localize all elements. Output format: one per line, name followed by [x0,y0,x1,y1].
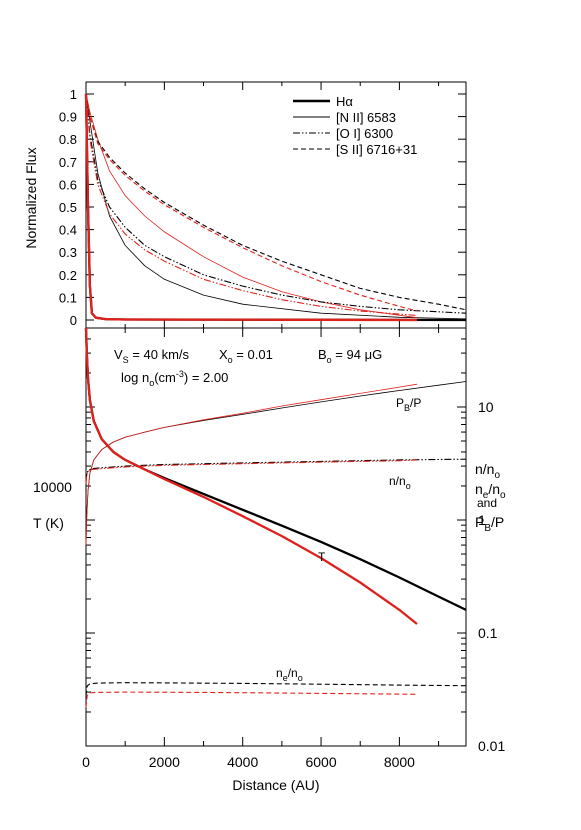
right-y-tick-label: 1 [478,512,486,528]
profile-curve-n-no-black [85,458,467,482]
flux-curve-n-ii-6583-black [85,93,467,320]
right-label-line4: PB/P [475,514,504,534]
bottom-panel-ticks [86,327,466,747]
flux-curve-h-red [84,93,418,322]
flux-curve-o-i-6300-red [85,93,418,317]
annotation-vs: VS = 40 km/s [114,347,190,365]
legend-label-nii: [N II] 6583 [336,110,396,125]
right-y-tick-label: 0.01 [478,738,505,754]
flux-curve-o-i-6300-black [85,93,467,314]
legend-label-halpha: Hα [336,94,353,109]
top-y-tick-label: 0.4 [59,223,77,238]
right-y-tick-label: 10 [478,399,494,415]
profile-curve-ne-no-red [85,691,418,708]
bottom-x-tick-label: 4000 [227,754,258,770]
top-panel-frame [85,81,467,329]
bottom-x-tick-label: 8000 [384,754,415,770]
top-y-tick-label: 0.9 [59,110,77,125]
top-y-tick-label: 1 [70,87,77,102]
bottom-right-tick-labels: 0.01 0.1 1 10 [478,399,505,754]
left-tick-10000: 10000 [33,479,72,495]
bottom-x-tick-label: 6000 [305,754,336,770]
flux-curve-s-ii-6716-31-red [85,93,418,312]
annotation-log-no: log no(cm-3) = 2.00 [121,369,228,388]
curve-label-ne-no: ne/no [276,666,303,683]
top-y-tick-label: 0.8 [59,132,77,147]
curve-label-n-no: n/no [389,474,411,491]
top-y-tick-label: 0.6 [59,177,77,192]
flux-curve-s-ii-6716-31-black [85,93,467,311]
bottom-panel-curves [84,327,467,708]
bottom-x-axis-label: Distance (AU) [232,777,319,793]
flux-curve-h-black [84,93,467,322]
curve-label-pb-p: PB/P [396,396,421,413]
profile-curve-n-no-red [85,459,418,484]
legend: Hα [N II] 6583 [O I] 6300 [S II] 6716+31 [293,94,417,157]
annotation-xo: Xo = 0.01 [219,347,273,365]
profile-curve-pb-p-red [85,383,418,546]
right-label-line2: ne/no [475,481,506,501]
top-y-tick-label: 0 [70,313,77,328]
top-y-axis-label: Normalized Flux [23,147,39,248]
left-y-axis-label: T (K) [33,515,64,531]
profile-curve-t-red [84,327,418,625]
bottom-x-tick-labels: 0 2000 4000 6000 8000 [82,754,415,770]
right-y-tick-label: 0.1 [478,625,498,641]
profile-curve-ne-no-black [85,682,467,696]
bottom-x-tick-label: 0 [82,754,90,770]
top-panel-ticks [86,82,466,328]
top-y-tick-label: 0.5 [59,200,77,215]
legend-label-oi: [O I] 6300 [336,126,393,141]
top-y-tick-label: 0.3 [59,245,77,260]
top-y-tick-labels: 0 0.1 0.2 0.3 0.4 0.5 0.6 0.7 0.8 0.9 1 [59,87,77,328]
annotation-bo: Bo = 94 μG [318,347,382,365]
bottom-x-tick-label: 2000 [149,754,180,770]
right-label-line3: and [477,496,497,510]
top-y-tick-label: 0.7 [59,155,77,170]
top-y-tick-label: 0.2 [59,268,77,283]
top-panel-curves [84,93,467,322]
top-y-tick-label: 0.1 [59,290,77,305]
curve-label-t: T [318,550,326,564]
right-label-line1: n/no [475,461,500,481]
legend-label-sii: [S II] 6716+31 [336,142,417,157]
